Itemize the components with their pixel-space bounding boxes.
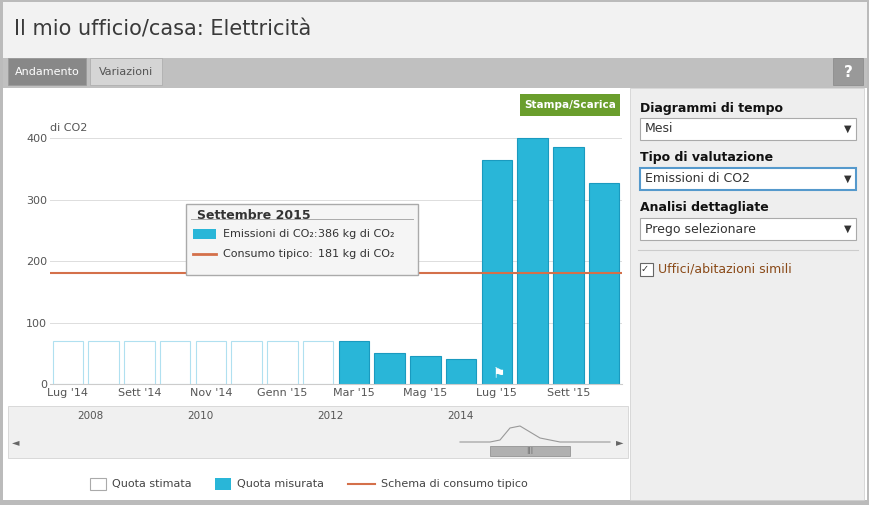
- Bar: [517, 138, 547, 384]
- FancyBboxPatch shape: [90, 58, 162, 85]
- FancyBboxPatch shape: [3, 88, 866, 500]
- FancyBboxPatch shape: [640, 168, 855, 190]
- Text: 181 kg di CO₂: 181 kg di CO₂: [318, 249, 395, 260]
- FancyBboxPatch shape: [832, 58, 862, 85]
- Bar: [446, 360, 475, 384]
- Bar: [481, 160, 512, 384]
- Text: ▼: ▼: [843, 224, 851, 234]
- Bar: [338, 341, 368, 384]
- Text: ✓: ✓: [640, 264, 648, 274]
- Text: ◄: ◄: [12, 437, 20, 447]
- Text: Andamento: Andamento: [15, 67, 79, 77]
- FancyBboxPatch shape: [640, 263, 653, 276]
- Text: Schema di consumo tipico: Schema di consumo tipico: [381, 479, 527, 489]
- Text: Analisi dettagliate: Analisi dettagliate: [640, 201, 768, 215]
- Text: Tipo di valutazione: Tipo di valutazione: [640, 152, 773, 165]
- Text: Quota misurata: Quota misurata: [236, 479, 323, 489]
- FancyBboxPatch shape: [640, 118, 855, 140]
- FancyBboxPatch shape: [193, 229, 216, 239]
- Text: 2014: 2014: [447, 411, 473, 421]
- Text: 2012: 2012: [316, 411, 342, 421]
- Text: di CO2: di CO2: [50, 123, 87, 133]
- Text: ?: ?: [843, 65, 852, 79]
- FancyBboxPatch shape: [215, 478, 231, 490]
- Text: ►: ►: [615, 437, 623, 447]
- Text: Uffici/abitazioni simili: Uffici/abitazioni simili: [657, 263, 791, 276]
- Bar: [302, 341, 333, 384]
- Text: Prego selezionare: Prego selezionare: [644, 223, 755, 235]
- Text: Il mio ufficio/casa: Elettricità: Il mio ufficio/casa: Elettricità: [14, 19, 311, 39]
- FancyBboxPatch shape: [186, 204, 418, 275]
- Bar: [553, 147, 583, 384]
- Bar: [374, 354, 404, 384]
- Text: ▼: ▼: [843, 124, 851, 134]
- FancyBboxPatch shape: [629, 88, 863, 500]
- FancyBboxPatch shape: [520, 94, 620, 116]
- FancyBboxPatch shape: [90, 478, 106, 490]
- Bar: [409, 357, 440, 384]
- Text: Emissioni di CO2: Emissioni di CO2: [644, 173, 749, 185]
- FancyBboxPatch shape: [3, 2, 866, 58]
- Bar: [124, 341, 155, 384]
- FancyBboxPatch shape: [8, 406, 627, 458]
- Bar: [89, 341, 119, 384]
- Text: Settembre 2015: Settembre 2015: [196, 209, 310, 222]
- Bar: [160, 341, 190, 384]
- Text: Diagrammi di tempo: Diagrammi di tempo: [640, 102, 782, 115]
- Text: 2010: 2010: [187, 411, 213, 421]
- Text: Mesi: Mesi: [644, 123, 673, 135]
- Bar: [53, 341, 83, 384]
- Text: Variazioni: Variazioni: [99, 67, 153, 77]
- FancyBboxPatch shape: [489, 446, 569, 456]
- Text: Emissioni di CO₂:: Emissioni di CO₂:: [223, 229, 317, 239]
- Text: |||: |||: [526, 447, 533, 454]
- Bar: [196, 341, 226, 384]
- FancyBboxPatch shape: [640, 218, 855, 240]
- FancyBboxPatch shape: [3, 58, 866, 88]
- Text: Consumo tipico:: Consumo tipico:: [223, 249, 313, 260]
- Text: 2008: 2008: [76, 411, 103, 421]
- Text: ⚑: ⚑: [492, 367, 504, 381]
- Bar: [267, 341, 297, 384]
- Text: Stampa/Scarica: Stampa/Scarica: [523, 100, 615, 110]
- Text: 386 kg di CO₂: 386 kg di CO₂: [318, 229, 395, 239]
- Text: Quota stimata: Quota stimata: [112, 479, 191, 489]
- FancyBboxPatch shape: [8, 58, 86, 85]
- Text: ▼: ▼: [843, 174, 851, 184]
- Bar: [231, 341, 262, 384]
- Bar: [588, 182, 619, 384]
